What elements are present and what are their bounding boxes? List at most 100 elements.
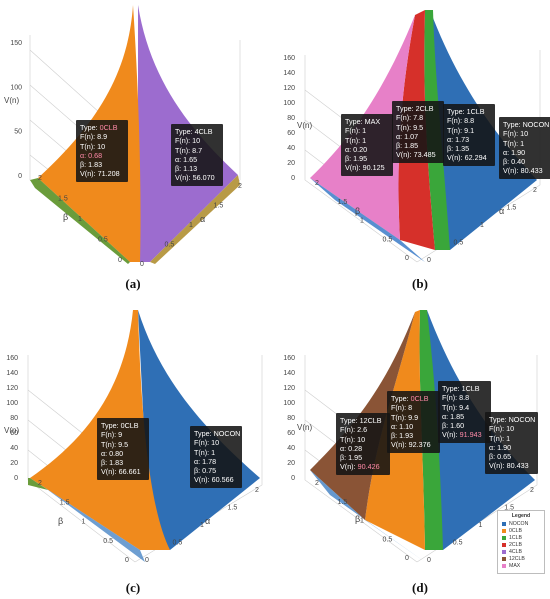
z-tick-label: 160 (283, 55, 295, 62)
beta-tick-label: 2 (38, 480, 42, 487)
z-tick-label: 0 (18, 173, 22, 180)
beta-tick-label: 2 (38, 175, 42, 182)
z-tick-label: 0 (291, 475, 295, 482)
beta-tick-label: 0.5 (103, 538, 113, 545)
beta-tick-label: 2 (315, 180, 319, 187)
surface-base (310, 178, 425, 262)
alpha-axis-ticks: 0 0.5 1 1.5 2 (145, 487, 259, 564)
alpha-tick-label: 0.5 (454, 240, 464, 247)
z-tick-label: 140 (6, 370, 18, 377)
legend-title: Legend (511, 513, 531, 519)
legend-item[interactable]: 0CLB (498, 527, 544, 534)
legend-swatch (502, 528, 506, 533)
beta-tick-label: 1 (78, 216, 82, 223)
beta-tick-label: 1.5 (60, 499, 70, 506)
beta-axis-label: β (355, 206, 360, 216)
z-axis-ticks: 0 20 40 60 80 100 120 140 160 (283, 55, 295, 182)
z-axis-ticks: 0 20 40 60 80 100 120 140 160 (283, 355, 295, 482)
beta-axis-label: β (58, 516, 63, 526)
surface-0clb-edge (30, 178, 130, 264)
tooltip-nocon: Type: NOCON F(n): 10 T(n): 1 α: 1.90 β: … (499, 117, 550, 179)
chart-panel-a: 0 50 100 150 2 1.5 1 0.5 0 0 0.5 1 1.5 2 V(n) β α T… (0, 0, 275, 299)
legend-label: 12CLB (509, 555, 525, 562)
alpha-tick-label: 0.5 (173, 540, 183, 547)
beta-tick-label: 0.5 (98, 237, 108, 244)
legend-item[interactable]: 2CLB (498, 541, 544, 548)
z-tick-label: 120 (6, 385, 18, 392)
z-tick-label: 40 (10, 445, 18, 452)
alpha-axis-label: α (499, 206, 504, 216)
legend-swatch (502, 521, 506, 526)
beta-axis-label: β (355, 514, 360, 524)
legend-swatch (502, 535, 506, 540)
alpha-tick-label: 0 (427, 557, 431, 564)
panel-label-d: (d) (412, 580, 428, 595)
z-tick-label: 120 (283, 385, 295, 392)
tooltip-12clb: Type: 12CLB F(n): 2.6 T(n): 10 α: 0.28 β… (336, 413, 390, 475)
alpha-tick-label: 1 (200, 522, 204, 529)
tooltip-0clb: Type: 0CLB F(n): 8.9 T(n): 10 α: 0.68 β:… (76, 120, 128, 182)
z-tick-label: 20 (287, 160, 295, 167)
surface-plot-a[interactable]: 0 50 100 150 2 1.5 1 0.5 0 0 0.5 1 1.5 2 V(n) β α (0, 0, 275, 299)
surface-edge (28, 478, 48, 490)
legend-item[interactable]: NOCON (498, 520, 544, 527)
legend-items: NOCON 0CLB 1CLB 2CLB 4CLB 12CLB MAX (498, 520, 544, 569)
beta-axis-label: β (63, 212, 68, 222)
tooltip-nocon: Type: NOCON F(n): 10 T(n): 1 α: 1.78 β: … (190, 426, 242, 488)
legend: Legend NOCON 0CLB 1CLB 2CLB 4CLB 12CLB MAX (497, 510, 545, 574)
beta-axis-ticks: 2 1.5 1 0.5 0 (38, 175, 122, 264)
alpha-tick-label: 1.5 (504, 505, 514, 512)
z-tick-label: 160 (6, 355, 18, 362)
z-tick-label: 20 (287, 460, 295, 467)
tooltip-1clb: Type: 1CLB F(n): 8.8 T(n): 9.4 α: 1.85 β… (438, 381, 491, 443)
legend-label: MAX (509, 562, 521, 569)
tooltip-0clb: Type: 0CLB F(n): 8 T(n): 9.9 α: 1.10 β: … (387, 391, 440, 453)
z-tick-label: 50 (14, 129, 22, 136)
legend-swatch (502, 563, 506, 568)
tooltip-2clb: Type: 2CLB F(n): 7.8 T(n): 9.5 α: 1.07 β… (392, 101, 444, 163)
alpha-axis-label: α (200, 214, 205, 224)
legend-item[interactable]: 12CLB (498, 555, 544, 562)
z-axis-ticks: 0 50 100 150 (10, 40, 22, 180)
beta-tick-label: 2 (315, 480, 319, 487)
alpha-tick-label: 0 (145, 557, 149, 564)
beta-tick-label: 0 (405, 555, 409, 562)
alpha-axis-ticks: 0 0.5 1 1.5 2 (427, 187, 537, 264)
beta-tick-label: 0 (405, 255, 409, 262)
chart-panel-d: 0 20 40 60 80 100 120 140 160 2 1.5 1 0.5 0 0 0.5 1 1.5… (275, 300, 550, 599)
panel-label-b: (b) (412, 276, 428, 291)
z-tick-label: 150 (10, 40, 22, 47)
beta-tick-label: 1 (82, 519, 86, 526)
legend-item[interactable]: 4CLB (498, 548, 544, 555)
legend-swatch (502, 556, 506, 561)
beta-tick-label: 1 (360, 218, 364, 225)
tooltip-4clb: Type: 4CLB F(n): 10 T(n): 8.7 α: 1.65 β:… (171, 124, 223, 186)
legend-item[interactable]: MAX (498, 562, 544, 569)
alpha-tick-label: 2 (533, 187, 537, 194)
beta-axis-ticks: 2 1.5 1 0.5 0 (315, 180, 409, 262)
beta-tick-label: 1.5 (338, 199, 348, 206)
tooltip-1clb: Type: 1CLB F(n): 8.8 T(n): 9.1 α: 1.73 β… (443, 104, 495, 166)
beta-axis-ticks: 2 1.5 1 0.5 0 (38, 480, 129, 564)
legend-label: 2CLB (509, 541, 522, 548)
z-tick-label: 0 (291, 175, 295, 182)
alpha-tick-label: 1.5 (228, 505, 238, 512)
z-axis-label: V(n) (297, 121, 312, 130)
z-tick-label: 60 (10, 430, 18, 437)
tooltip-0clb: Type: 0CLB F(n): 9 T(n): 9.5 α: 0.80 β: … (97, 418, 149, 480)
z-tick-label: 100 (10, 84, 22, 91)
beta-tick-label: 0.5 (383, 236, 393, 243)
z-tick-label: 80 (287, 115, 295, 122)
alpha-tick-label: 0.5 (453, 540, 463, 547)
legend-swatch (502, 549, 506, 554)
legend-item[interactable]: 1CLB (498, 534, 544, 541)
alpha-tick-label: 1.5 (214, 203, 224, 210)
tooltip-nocon: Type: NOCON F(n): 10 T(n): 1 α: 1.90 β: … (485, 412, 538, 474)
panel-label-a: (a) (125, 276, 141, 291)
z-tick-label: 20 (10, 460, 18, 467)
alpha-tick-label: 0.5 (165, 242, 175, 249)
z-tick-label: 160 (283, 355, 295, 362)
z-axis-label: V(n) (4, 96, 19, 105)
z-axis-label: V(n) (4, 426, 19, 435)
alpha-tick-label: 2 (255, 487, 259, 494)
